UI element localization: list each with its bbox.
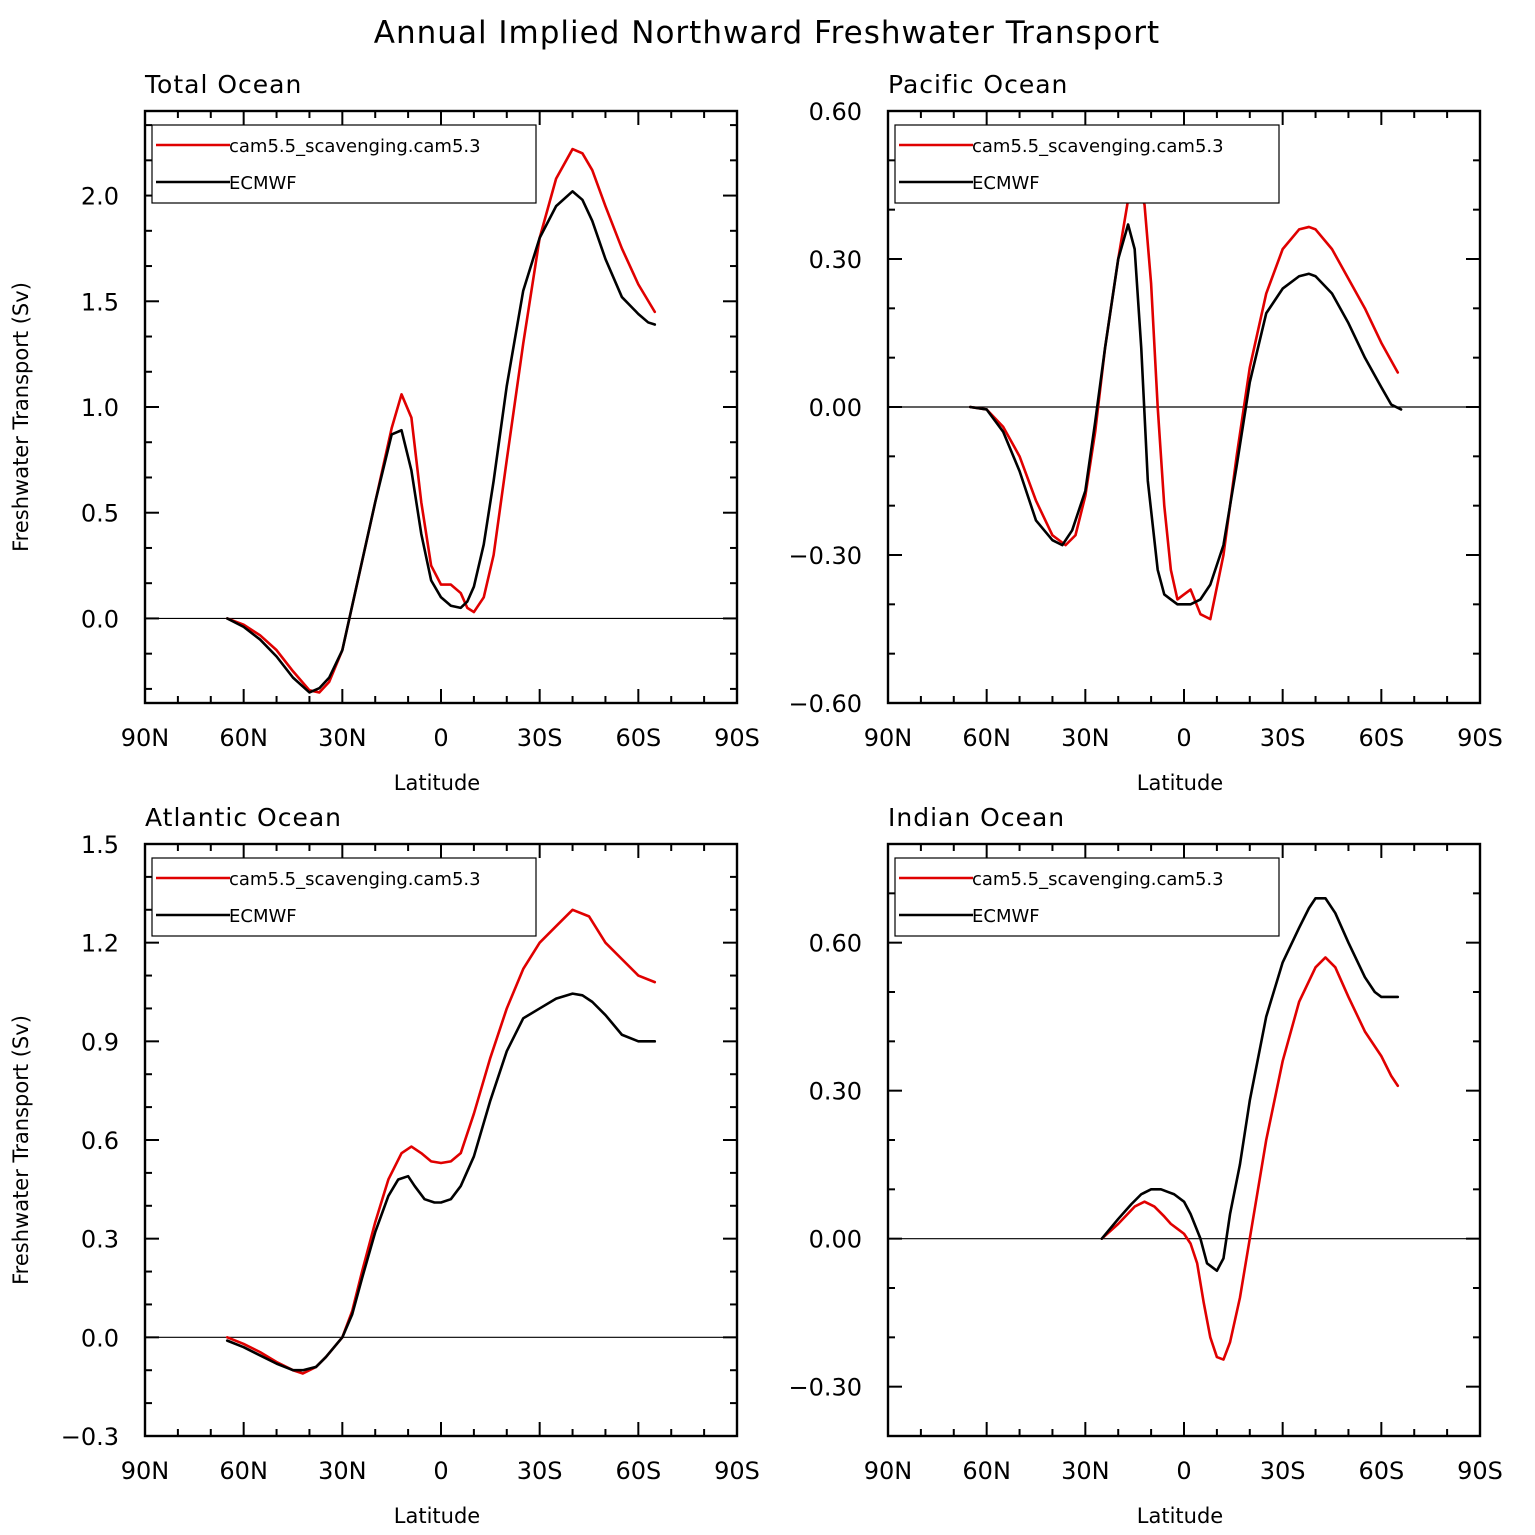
x-tick-label: 30S — [1260, 1457, 1306, 1485]
x-tick-label: 90S — [714, 724, 760, 752]
legend-label: ECMWF — [972, 173, 1040, 194]
x-axis-label: Latitude — [1137, 1504, 1223, 1528]
x-tick-label: 90N — [121, 724, 170, 752]
x-tick-label: 30S — [517, 1457, 563, 1485]
panel-title: Pacific Ocean — [888, 70, 1068, 99]
y-tick-label: 0.9 — [81, 1028, 119, 1056]
y-axis-label: Freshwater Transport (Sv) — [9, 282, 33, 552]
x-tick-label: 60N — [962, 724, 1011, 752]
y-tick-label: 1.5 — [81, 831, 119, 859]
legend-label: ECMWF — [972, 906, 1040, 927]
y-tick-label: 0.60 — [809, 98, 862, 126]
x-tick-label: 60N — [962, 1457, 1011, 1485]
plot-frame — [886, 109, 1482, 705]
legend-box — [894, 124, 1280, 204]
y-tick-label: −0.60 — [788, 690, 862, 718]
x-tick-label: 60S — [615, 724, 661, 752]
series-line-ecmwf — [225, 992, 657, 1372]
y-tick-label: 0.30 — [809, 1078, 862, 1106]
panel-title: Indian Ocean — [888, 803, 1065, 832]
series-line-ecmwf — [225, 190, 657, 694]
x-tick-label: 90S — [714, 1457, 760, 1485]
panel-pacific: Pacific Ocean 90N 60N 30N 0 30S 60S 90S −0.60 −0.… — [788, 70, 1502, 795]
plot-frame — [886, 842, 1482, 1438]
series-line-cam5 — [1100, 956, 1400, 1361]
y-tick-label: 0.30 — [809, 246, 862, 274]
y-tick-label: 0.60 — [809, 930, 862, 958]
y-tick-label: 1.0 — [81, 394, 119, 422]
panel-total: Total Ocean 90N 60N 30N 0 30S 60S 90S 0.0 0.5 1.0 1… — [9, 70, 760, 795]
x-tick-label: 90N — [864, 1457, 913, 1485]
x-tick-label: 30S — [1260, 724, 1306, 752]
x-axis-label: Latitude — [1137, 771, 1223, 795]
x-tick-label: 0 — [433, 1457, 448, 1485]
x-tick-label: 0 — [433, 724, 448, 752]
legend-label: ECMWF — [229, 906, 297, 927]
y-tick-label: 0.5 — [81, 500, 119, 528]
x-tick-label: 90S — [1457, 724, 1503, 752]
panel-atlantic: Atlantic Ocean 90N 60N 30N 0 30S 60S 90S −0.3 0.0… — [9, 803, 760, 1528]
legend-label: cam5.5_scavenging.cam5.3 — [972, 136, 1224, 157]
x-tick-label: 90S — [1457, 1457, 1503, 1485]
x-tick-label: 0 — [1176, 1457, 1191, 1485]
legend-label: cam5.5_scavenging.cam5.3 — [229, 136, 481, 157]
x-tick-label: 30N — [1061, 724, 1110, 752]
x-tick-label: 60N — [219, 1457, 268, 1485]
x-tick-label: 60S — [1358, 1457, 1404, 1485]
series-line-ecmwf — [1100, 896, 1400, 1273]
legend-label: cam5.5_scavenging.cam5.3 — [229, 869, 481, 890]
panel-title: Atlantic Ocean — [145, 803, 342, 832]
x-tick-label: 90N — [121, 1457, 170, 1485]
y-tick-label: −0.3 — [61, 1423, 119, 1451]
x-tick-label: 60S — [1358, 724, 1404, 752]
panel-title: Total Ocean — [144, 70, 302, 99]
figure-title: Annual Implied Northward Freshwater Tran… — [374, 15, 1160, 51]
series-line-ecmwf — [968, 223, 1403, 606]
x-tick-label: 30S — [517, 724, 563, 752]
legend-box — [894, 857, 1280, 937]
y-tick-label: 1.5 — [81, 288, 119, 316]
legend-box — [151, 124, 537, 204]
x-tick-label: 30N — [318, 724, 367, 752]
x-tick-label: 30N — [318, 1457, 367, 1485]
legend-box — [151, 857, 537, 937]
series-line-cam5 — [225, 908, 657, 1375]
y-tick-label: 0.0 — [81, 1324, 119, 1352]
x-tick-label: 90N — [864, 724, 913, 752]
y-tick-label: 0.00 — [809, 394, 862, 422]
y-tick-label: −0.30 — [788, 1374, 862, 1402]
series-line-cam5 — [225, 147, 657, 694]
y-tick-label: 1.2 — [81, 930, 119, 958]
y-axis-label: Freshwater Transport (Sv) — [9, 1015, 33, 1285]
y-tick-label: 0.6 — [81, 1127, 119, 1155]
x-axis-label: Latitude — [394, 1504, 480, 1528]
plot-frame — [143, 842, 739, 1438]
y-tick-label: −0.30 — [788, 542, 862, 570]
y-tick-label: 0.00 — [809, 1226, 862, 1254]
legend-label: ECMWF — [229, 173, 297, 194]
series-line-cam5 — [968, 183, 1400, 621]
x-tick-label: 60S — [615, 1457, 661, 1485]
x-tick-label: 60N — [219, 724, 268, 752]
legend-label: cam5.5_scavenging.cam5.3 — [972, 869, 1224, 890]
x-axis-label: Latitude — [394, 771, 480, 795]
x-tick-label: 0 — [1176, 724, 1191, 752]
y-tick-label: 0.3 — [81, 1226, 119, 1254]
x-tick-label: 30N — [1061, 1457, 1110, 1485]
plot-frame — [143, 109, 739, 705]
panel-indian: Indian Ocean 90N 60N 30N 0 30S 60S 90S −0.30 0.00… — [788, 803, 1502, 1528]
y-tick-label: 0.0 — [81, 605, 119, 633]
y-tick-label: 2.0 — [81, 183, 119, 211]
